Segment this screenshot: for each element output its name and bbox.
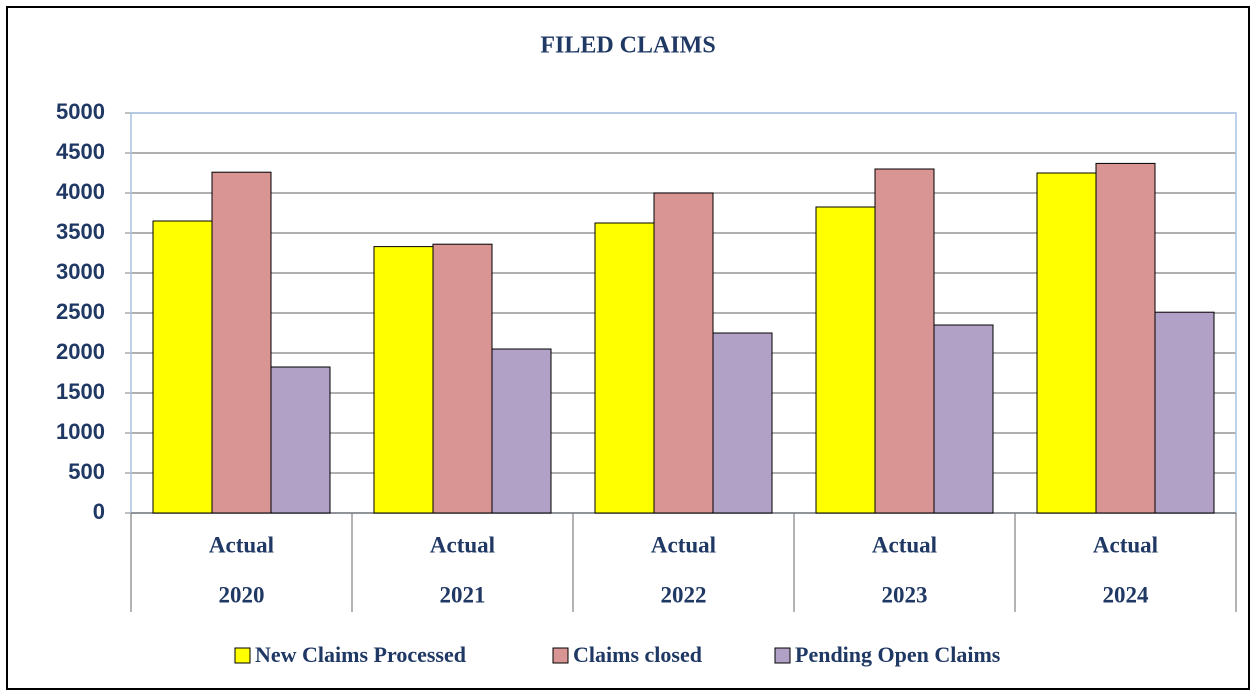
bar [1154, 311, 1215, 514]
bar [712, 332, 773, 514]
bar [653, 192, 714, 514]
legend-swatch [234, 647, 251, 664]
legend-label: Claims closed [573, 642, 702, 667]
bar [373, 246, 434, 514]
bar [152, 220, 213, 514]
bar [815, 206, 876, 514]
y-tick-label: 4000 [56, 179, 105, 204]
x-tick-label: 2023 [882, 582, 928, 607]
bar [211, 171, 272, 514]
bar [1036, 172, 1097, 514]
y-tick-label: 2500 [56, 299, 105, 324]
x-tick-label: Actual [651, 532, 716, 557]
y-tick-label: 4500 [56, 139, 105, 164]
x-tick-label: 2022 [661, 582, 707, 607]
legend-label: New Claims Processed [255, 642, 466, 667]
bar [594, 222, 655, 514]
bar [1095, 162, 1156, 514]
x-tick-label: 2021 [440, 582, 486, 607]
x-tick-label: Actual [1093, 532, 1158, 557]
y-tick-label: 1000 [56, 419, 105, 444]
y-tick-label: 0 [93, 499, 105, 524]
y-tick-label: 2000 [56, 339, 105, 364]
y-tick-label: 5000 [56, 99, 105, 124]
bar [491, 348, 552, 514]
x-tick-label: 2024 [1103, 582, 1150, 607]
chart-title: FILED CLAIMS [540, 33, 715, 59]
bar [432, 243, 493, 514]
y-tick-label: 3000 [56, 259, 105, 284]
x-tick-label: Actual [430, 532, 495, 557]
legend-swatch [552, 647, 569, 664]
bar [874, 168, 935, 514]
legend-label: Pending Open Claims [795, 642, 1001, 667]
x-tick-label: Actual [872, 532, 937, 557]
bar [270, 366, 331, 514]
x-tick-label: Actual [209, 532, 274, 557]
x-tick-label: 2020 [219, 582, 265, 607]
y-tick-label: 3500 [56, 219, 105, 244]
legend-swatch [774, 647, 791, 664]
y-tick-label: 1500 [56, 379, 105, 404]
bar [933, 324, 994, 514]
y-tick-label: 500 [68, 459, 105, 484]
